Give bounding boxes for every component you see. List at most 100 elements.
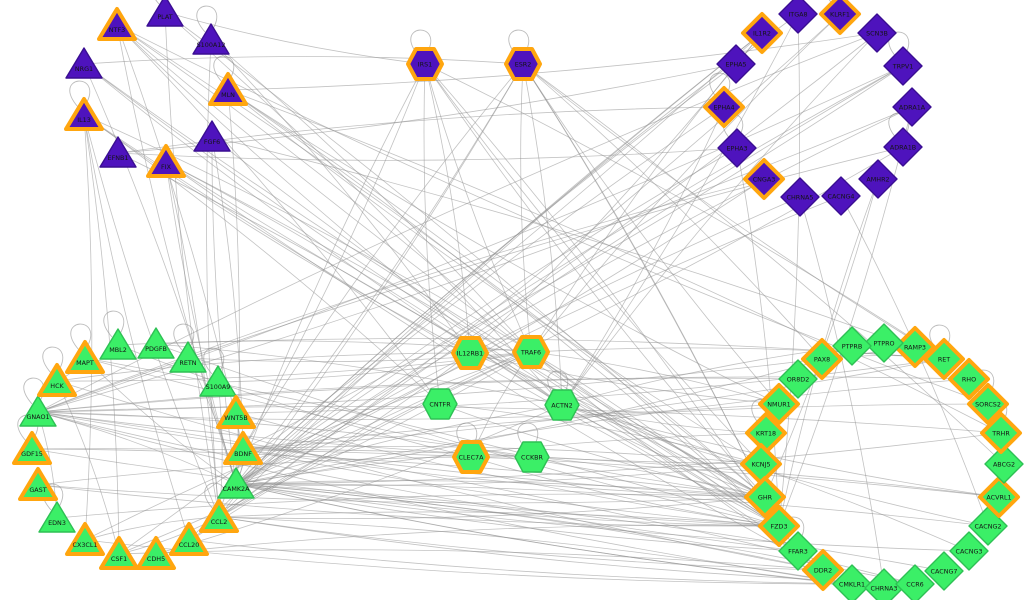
edge[interactable] [37,106,913,413]
edge[interactable] [235,63,737,485]
edge[interactable] [235,432,1002,485]
edge[interactable] [116,24,441,405]
node-fgf6[interactable]: FGF6 [193,120,231,152]
edge[interactable] [83,56,524,65]
edge[interactable] [424,63,762,465]
node-trpv1[interactable]: TRPV1 [883,46,923,86]
node-retn[interactable]: RETN [169,341,207,373]
edge[interactable] [56,352,471,382]
self-loop-edge[interactable] [709,72,731,100]
edge[interactable] [117,344,472,458]
edge[interactable] [561,404,767,434]
edge[interactable] [235,106,913,485]
edge[interactable] [165,161,563,406]
edge[interactable] [522,63,766,498]
edge[interactable] [31,448,780,527]
edge[interactable] [227,89,780,527]
edge[interactable] [218,511,780,527]
node-cnga3[interactable]: CNGA3 [743,158,785,200]
self-loop-edge[interactable] [69,80,91,108]
edge[interactable] [424,63,945,360]
edge[interactable] [235,412,780,527]
self-loop-edge[interactable] [42,346,64,374]
node-itga8[interactable]: ITGA8 [778,0,818,34]
edge[interactable] [242,448,780,527]
edge[interactable] [116,24,532,353]
edge[interactable] [217,351,532,383]
edge[interactable] [37,411,762,465]
node-cckbr[interactable]: CCKBR [514,441,550,473]
node-chrna5[interactable]: CHRNA5 [780,177,820,217]
self-loop-edge[interactable] [173,323,195,351]
edge[interactable] [470,456,780,527]
edge[interactable] [736,147,780,527]
edge[interactable] [118,549,824,571]
edge[interactable] [188,539,916,585]
edge[interactable] [37,178,765,413]
node-esr2[interactable]: ESR2 [504,47,542,81]
edge[interactable] [164,11,563,406]
edge[interactable] [56,493,766,519]
self-loop-edge[interactable] [547,370,569,398]
node-clec7a[interactable]: CLEC7A [452,440,490,474]
self-loop-edge[interactable] [517,422,539,450]
edge[interactable] [242,65,904,450]
node-ptpro[interactable]: PTPRO [864,323,904,363]
edge[interactable] [155,343,563,406]
edge[interactable] [165,161,220,518]
edge[interactable] [188,32,763,541]
edge[interactable] [469,32,763,354]
edge[interactable] [469,352,780,405]
edge[interactable] [799,196,885,589]
self-loop-edge[interactable] [70,323,92,351]
self-loop-edge[interactable] [203,347,225,375]
edge[interactable] [37,411,799,552]
edge[interactable] [210,39,471,354]
edge[interactable] [522,63,823,360]
self-loop-edge[interactable] [888,31,910,59]
edge[interactable] [561,32,878,406]
node-il13[interactable]: IL13 [64,97,104,131]
edge[interactable] [235,483,989,527]
edge[interactable] [155,524,780,555]
edge[interactable] [56,380,824,571]
edge[interactable] [439,403,766,498]
node-wnt5b[interactable]: WNT5B [216,395,256,429]
edge[interactable] [31,448,766,498]
edge[interactable] [530,351,766,498]
edge[interactable] [242,403,989,450]
node-epha4[interactable]: EPHA4 [703,86,745,128]
edge[interactable] [164,11,220,518]
edge[interactable] [235,483,945,572]
edge[interactable] [242,445,762,465]
node-traf6[interactable]: TRAF6 [512,335,550,369]
edge[interactable] [37,411,853,585]
edge[interactable] [764,178,879,498]
edge[interactable] [439,403,762,465]
edge[interactable] [424,63,766,498]
edge[interactable] [424,63,471,354]
edge[interactable] [227,89,762,465]
edge[interactable] [37,377,799,413]
edge[interactable] [84,357,780,527]
edge[interactable] [235,195,842,485]
edge[interactable] [561,404,1000,498]
self-loop-edge[interactable] [888,112,910,140]
edge[interactable] [469,352,766,498]
edge[interactable] [242,63,524,450]
edge[interactable] [235,178,765,485]
edge[interactable] [83,114,532,353]
edge[interactable] [522,63,1005,465]
edge[interactable] [188,351,532,541]
node-gdf15[interactable]: GDF15 [12,431,52,465]
edge[interactable] [83,114,93,541]
edge[interactable] [235,106,725,485]
node-adra1a[interactable]: ADRA1A [892,87,932,127]
node-il12rb1[interactable]: IL12RB1 [451,336,489,370]
self-loop-edge[interactable] [508,29,530,57]
edge[interactable] [522,63,945,360]
self-loop-edge[interactable] [929,324,951,352]
node-il1r2[interactable]: IL1R2 [741,12,783,54]
edge[interactable] [218,496,766,520]
edge[interactable] [423,63,441,405]
